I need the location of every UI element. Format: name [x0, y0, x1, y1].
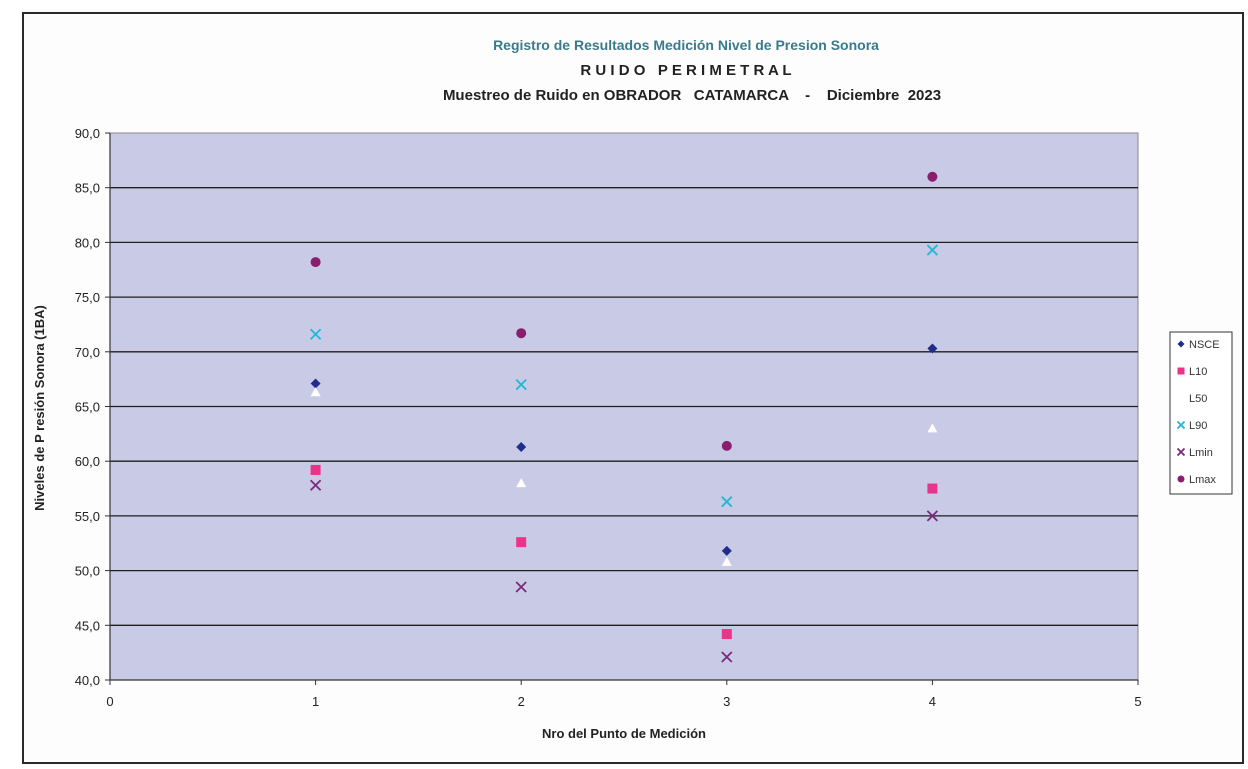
legend-marker-lmin	[1176, 447, 1186, 457]
data-point-lmin	[309, 479, 322, 491]
y-axis-title: Niveles de P resión Sonora (1BA)	[32, 305, 47, 511]
x-tick-label: 4	[929, 694, 936, 709]
data-point-nsce	[516, 441, 527, 452]
chart-subtitle: R U I D O P E R I M E T R A L	[580, 62, 791, 79]
legend-label-lmax: Lmax	[1189, 474, 1216, 486]
y-tick-label: 90,0	[75, 126, 100, 141]
legend-label-nsce: NSCE	[1189, 339, 1220, 351]
legend-marker-l90	[1176, 420, 1186, 430]
data-point-l50	[310, 387, 321, 397]
legend-marker-l10	[1177, 367, 1185, 375]
data-point-lmin	[926, 510, 939, 522]
data-point-l50	[516, 478, 527, 488]
tick-labels: 40,0 45,0 50,0 55,0 60,0 65,0 70,0 75,0 80,0 85,0…	[75, 126, 1142, 709]
data-point-lmin	[721, 651, 733, 663]
y-tick-label: 45,0	[75, 618, 100, 633]
data-point-l90	[309, 328, 322, 340]
legend-marker-nsce	[1177, 340, 1185, 348]
legend-label-l50: L50	[1189, 393, 1207, 405]
x-tick-label: 0	[106, 694, 113, 709]
x-tick-label: 5	[1134, 694, 1141, 709]
chart-subtitle-2: Muestreo de Ruido en OBRADOR CATAMARCA -…	[443, 87, 941, 104]
y-tick-label: 70,0	[75, 345, 100, 360]
data-point-l10	[310, 464, 321, 475]
data-point-l50	[927, 423, 938, 433]
legend-label-lmin: Lmin	[1189, 447, 1213, 459]
data-point-l50	[721, 556, 732, 566]
data-point-lmax	[927, 171, 938, 182]
y-tick-label: 60,0	[75, 454, 100, 469]
y-tick-label: 65,0	[75, 400, 100, 415]
legend-marker-lmax	[1177, 475, 1185, 483]
data-point-nsce	[310, 378, 321, 389]
y-tick-label: 40,0	[75, 673, 100, 688]
data-point-l90	[515, 378, 527, 391]
data-point-l10	[516, 537, 527, 548]
data-point-l10	[721, 629, 732, 640]
gridlines	[110, 187, 1138, 626]
legend: NSCE L10 L50 L90 Lmin Lmax	[1176, 339, 1220, 486]
y-tick-label: 85,0	[75, 181, 100, 196]
data-point-lmax	[516, 328, 527, 339]
data-point-l90	[926, 244, 939, 256]
data-point-nsce	[721, 545, 732, 556]
x-axis-title: Nro del Punto de Medición	[542, 726, 706, 741]
data-point-l90	[721, 496, 733, 508]
legend-marker-l50	[1177, 394, 1185, 401]
y-tick-label: 55,0	[75, 509, 100, 524]
axes	[105, 132, 1139, 685]
legend-box	[1169, 331, 1233, 495]
legend-label-l90: L90	[1189, 420, 1207, 432]
x-tick-label: 1	[312, 694, 319, 709]
x-tick-label: 3	[723, 694, 730, 709]
data-point-lmax	[310, 257, 321, 268]
data-point-nsce	[927, 343, 938, 354]
data-point-lmin	[515, 581, 527, 593]
data-points	[309, 171, 939, 663]
chart-title: Registro de Resultados Medición Nivel de…	[493, 37, 879, 53]
y-tick-label: 50,0	[75, 564, 100, 579]
y-tick-label: 75,0	[75, 290, 100, 305]
data-point-lmax	[721, 440, 732, 451]
data-point-l10	[927, 483, 938, 494]
legend-label-l10: L10	[1189, 366, 1207, 378]
x-tick-label: 2	[518, 694, 525, 709]
y-tick-label: 80,0	[75, 235, 100, 250]
